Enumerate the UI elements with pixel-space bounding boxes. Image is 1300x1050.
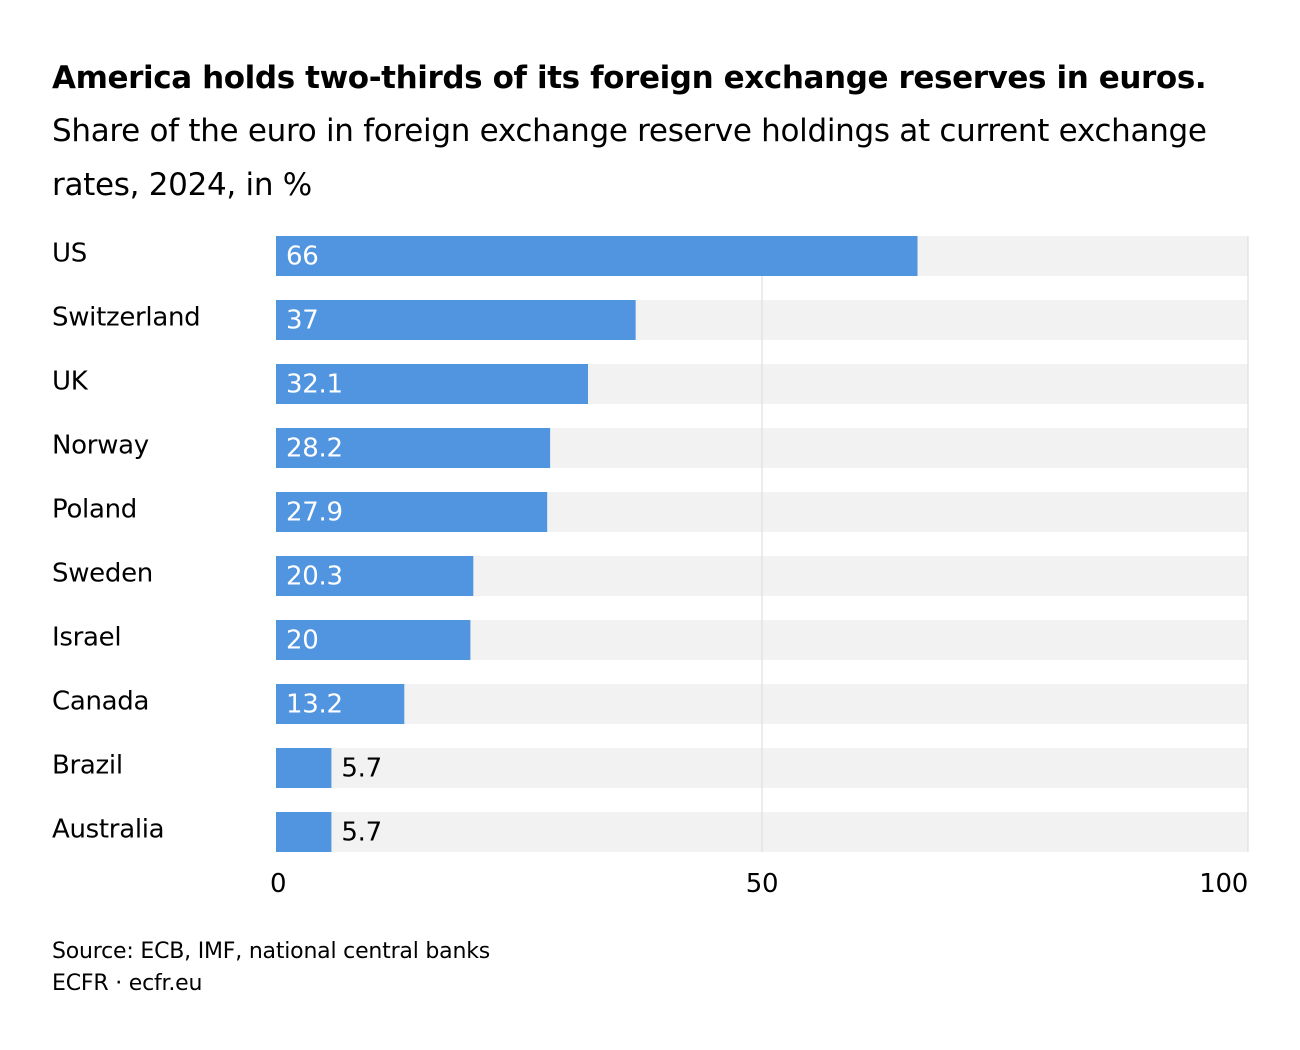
chart-footer: Source: ECB, IMF, national central banks…: [52, 936, 490, 1000]
bar: [276, 684, 405, 724]
data-label: 28.2: [286, 434, 343, 464]
category-label: UK: [52, 367, 89, 397]
data-label: 37: [286, 306, 318, 336]
x-tick-label: 100: [1199, 869, 1248, 899]
category-label: Poland: [52, 495, 137, 525]
chart-subtitle: Share of the euro in foreign exchange re…: [52, 113, 1207, 203]
bar: [276, 812, 332, 852]
bar: [276, 556, 474, 596]
data-label: 20: [286, 626, 318, 656]
x-tick-label: 0: [270, 869, 286, 899]
category-label: US: [52, 239, 87, 269]
category-label: Switzerland: [52, 303, 200, 333]
bar: [276, 428, 551, 468]
category-label: Canada: [52, 687, 149, 717]
category-label: Australia: [52, 815, 164, 845]
data-label: 66: [286, 242, 318, 272]
bar: [276, 300, 636, 340]
data-label: 5.7: [341, 818, 381, 848]
data-label: 5.7: [341, 754, 381, 784]
bar: [276, 620, 471, 660]
category-label: Brazil: [52, 751, 123, 781]
bar: [276, 364, 589, 404]
bar: [276, 748, 332, 788]
chart-title: America holds two-thirds of its foreign …: [52, 60, 1207, 96]
category-label: Sweden: [52, 559, 153, 589]
data-label: 32.1: [286, 370, 343, 400]
source-note: Source: ECB, IMF, national central banks: [52, 939, 490, 964]
data-label: 20.3: [286, 562, 343, 592]
data-label: 13.2: [286, 690, 343, 720]
bar: [276, 492, 548, 532]
bar: [276, 236, 918, 276]
category-label: Israel: [52, 623, 121, 653]
data-label: 27.9: [286, 498, 343, 528]
credit-note: ECFR · ecfr.eu: [52, 971, 203, 996]
x-tick-label: 50: [746, 869, 778, 899]
category-label: Norway: [52, 431, 149, 461]
